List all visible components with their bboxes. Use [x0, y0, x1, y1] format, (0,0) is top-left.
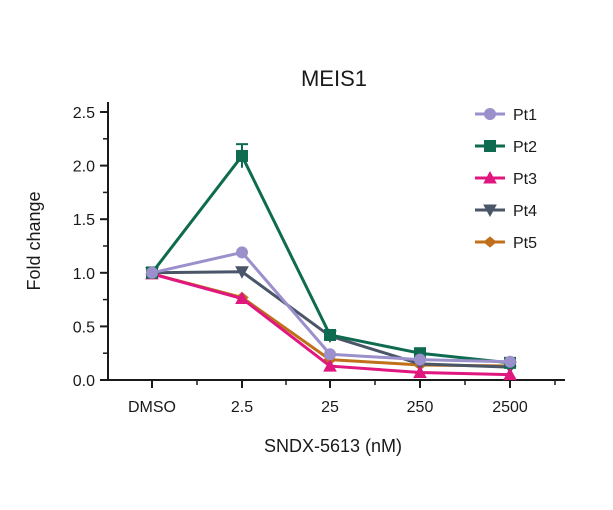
legend-label: Pt4 — [513, 203, 537, 220]
data-point — [324, 348, 336, 361]
legend-item-pt3: Pt3 — [475, 170, 537, 188]
data-point — [236, 149, 248, 162]
series-pt2 — [146, 143, 516, 369]
chart-title: MEIS1 — [301, 66, 367, 91]
axes — [107, 102, 565, 381]
data-point — [504, 355, 516, 368]
y-axis-title: Fold change — [24, 191, 44, 290]
x-ticks: DMSO 2.5 25 250 2500 — [128, 380, 556, 416]
x-tick-label: 2500 — [492, 399, 528, 416]
legend-label: Pt3 — [513, 171, 537, 188]
legend-item-pt4: Pt4 — [475, 203, 537, 220]
y-tick-label: 1.5 — [73, 212, 95, 229]
x-axis-title: SNDX-5613 (nM) — [264, 436, 402, 456]
series-layer — [145, 143, 517, 381]
legend: Pt1 Pt2 Pt3 Pt4 Pt5 — [475, 107, 537, 252]
y-ticks: 0.0 0.5 1.0 1.5 2.0 2.5 — [73, 105, 108, 390]
data-point — [414, 353, 426, 366]
x-tick-label: 2.5 — [231, 399, 253, 416]
legend-item-pt2: Pt2 — [475, 139, 537, 156]
legend-label: Pt1 — [513, 107, 537, 124]
y-tick-label: 1.0 — [73, 266, 95, 283]
legend-item-pt5: Pt5 — [475, 235, 537, 252]
data-point — [324, 328, 336, 341]
legend-label: Pt2 — [513, 139, 537, 156]
x-tick-label: 25 — [321, 399, 339, 416]
data-point — [146, 266, 158, 279]
data-point — [236, 246, 248, 259]
data-point — [413, 365, 427, 378]
data-point — [323, 359, 337, 372]
legend-marker — [483, 170, 497, 184]
legend-marker — [483, 204, 497, 218]
series-line — [151, 250, 511, 364]
series-pt1 — [146, 246, 516, 368]
data-point — [235, 266, 249, 279]
data-point — [235, 291, 249, 305]
y-tick-label: 0.5 — [73, 319, 95, 336]
series-pt3 — [145, 266, 517, 381]
y-tick-label: 0.0 — [73, 373, 95, 390]
legend-label: Pt5 — [513, 235, 537, 252]
data-point — [503, 367, 517, 381]
legend-marker — [484, 140, 496, 152]
legend-marker — [483, 236, 497, 248]
x-tick-label: DMSO — [128, 399, 176, 416]
legend-item-pt1: Pt1 — [475, 107, 537, 124]
x-tick-label: 250 — [407, 399, 434, 416]
legend-marker — [484, 108, 496, 120]
y-tick-label: 2.5 — [73, 105, 95, 122]
y-tick-label: 2.0 — [73, 159, 95, 176]
